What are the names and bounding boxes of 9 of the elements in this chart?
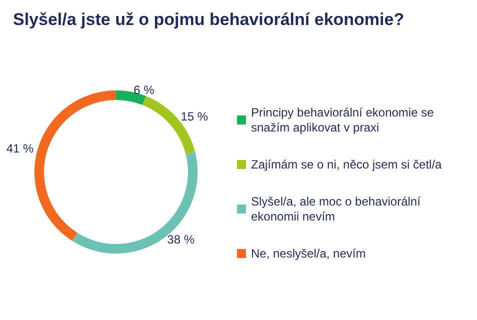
- legend-label: Zajímám se o ni, něco jsem si četl/a: [251, 158, 442, 172]
- data-label: 6 %: [134, 82, 155, 97]
- legend-label: Slyšel/a, ale moc o behaviorální ekonomii nevím: [251, 194, 424, 224]
- chart-title: Slyšel/a jste už o pojmu behaviorální ekonomie?: [13, 10, 404, 29]
- data-label: 41 %: [6, 142, 34, 156]
- data-label: 38 %: [167, 232, 195, 247]
- data-label: 15 %: [180, 110, 208, 124]
- legend-label: Ne, neslyšel/a, nevím: [251, 246, 366, 260]
- legend-label: Principy behaviorální ekonomie se snažím aplikovat v praxi: [251, 106, 438, 134]
